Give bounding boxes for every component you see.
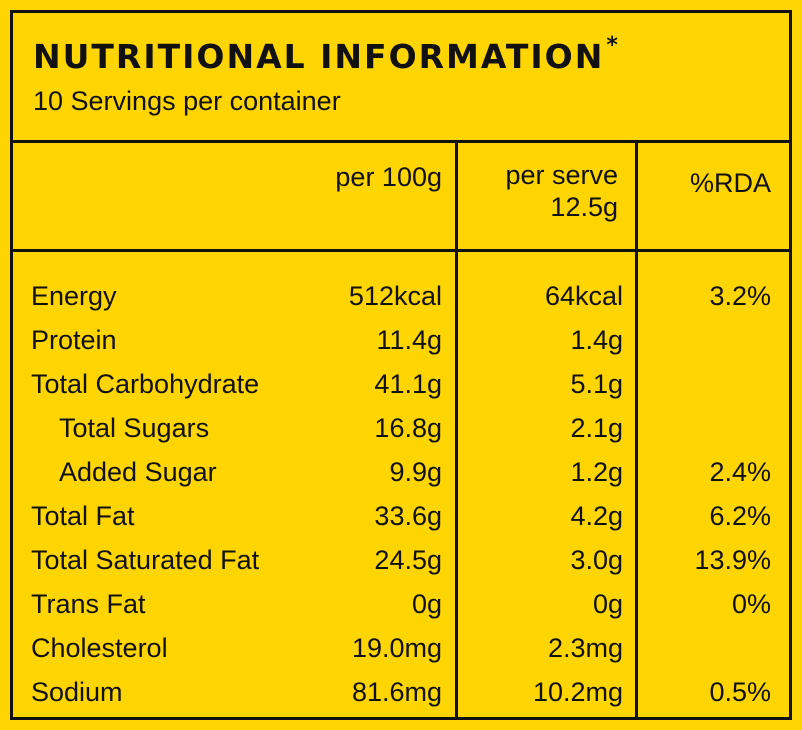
value-per-100g: 81.6mg (351, 677, 442, 707)
nutrient-name: Cholesterol (31, 633, 168, 663)
title-text: NUTRITIONAL INFORMATION (33, 37, 605, 76)
table-row: Protein 11.4g 1.4g (13, 318, 789, 362)
value-rda: 0% (731, 589, 771, 619)
nutrient-name: Total Fat (31, 501, 135, 531)
value-rda: 6.2% (709, 501, 771, 531)
value-per-100g: 33.6g (374, 501, 442, 531)
value-per-100g: 41.1g (374, 369, 442, 399)
table-row: Total Saturated Fat 24.5g 3.0g 13.9% (13, 538, 789, 582)
value-per-serve: 1.2g (570, 457, 623, 487)
column-header-per-serve: per serve 12.5g (505, 159, 618, 223)
value-per-100g: 9.9g (389, 457, 442, 487)
nutrient-name: Sodium (31, 677, 123, 707)
panel-title: NUTRITIONAL INFORMATION* (33, 33, 620, 76)
table-row: Total Carbohydrate 41.1g 5.1g (13, 362, 789, 406)
table-row: Cholesterol 19.0mg 2.3mg (13, 626, 789, 670)
value-per-serve: 1.4g (570, 325, 623, 355)
nutrient-name: Total Carbohydrate (31, 369, 260, 399)
nutrient-name: Protein (31, 325, 117, 355)
per-serve-size: 12.5g (550, 192, 618, 222)
value-per-100g: 24.5g (374, 545, 442, 575)
column-header-rda: %RDA (689, 168, 771, 198)
value-per-serve: 2.1g (570, 413, 623, 443)
value-per-100g: 16.8g (374, 413, 442, 443)
value-per-serve: 10.2mg (532, 677, 623, 707)
nutrient-name: Total Saturated Fat (31, 545, 260, 575)
value-per-serve: 0g (592, 589, 623, 619)
value-per-100g: 0g (411, 589, 442, 619)
value-per-serve: 5.1g (570, 369, 623, 399)
nutrition-panel: NUTRITIONAL INFORMATION* 10 Servings per… (10, 10, 792, 720)
nutrient-name: Energy (31, 281, 117, 311)
value-rda: 0.5% (709, 677, 771, 707)
servings-subtitle: 10 Servings per container (33, 86, 341, 116)
panel-header: NUTRITIONAL INFORMATION* 10 Servings per… (13, 13, 789, 143)
table-row: Total Fat 33.6g 4.2g 6.2% (13, 494, 789, 538)
per-serve-label: per serve (505, 160, 618, 190)
column-header-per100: per 100g (335, 162, 442, 192)
value-per-100g: 19.0mg (351, 633, 442, 663)
nutrient-name: Total Sugars (59, 413, 210, 443)
column-divider-2 (635, 143, 638, 717)
value-per-100g: 512kcal (348, 281, 442, 311)
table-row: Trans Fat 0g 0g 0% (13, 582, 789, 626)
nutrient-name: Added Sugar (59, 457, 217, 487)
column-divider-1 (455, 143, 458, 717)
value-per-serve: 64kcal (544, 281, 623, 311)
value-per-serve: 2.3mg (547, 633, 623, 663)
value-per-100g: 11.4g (376, 325, 442, 355)
value-per-serve: 4.2g (570, 501, 623, 531)
table-row: Added Sugar 9.9g 1.2g 2.4% (13, 450, 789, 494)
title-asterisk: * (606, 33, 620, 58)
value-per-serve: 3.0g (570, 545, 623, 575)
table-row: Energy 512kcal 64kcal 3.2% (13, 274, 789, 318)
table-row: Sodium 81.6mg 10.2mg 0.5% (13, 670, 789, 714)
value-rda: 2.4% (709, 457, 771, 487)
nutrient-name: Trans Fat (31, 589, 146, 619)
value-rda: 13.9% (694, 545, 771, 575)
table-row: Total Sugars 16.8g 2.1g (13, 406, 789, 450)
header-divider (13, 249, 789, 252)
value-rda: 3.2% (709, 281, 771, 311)
